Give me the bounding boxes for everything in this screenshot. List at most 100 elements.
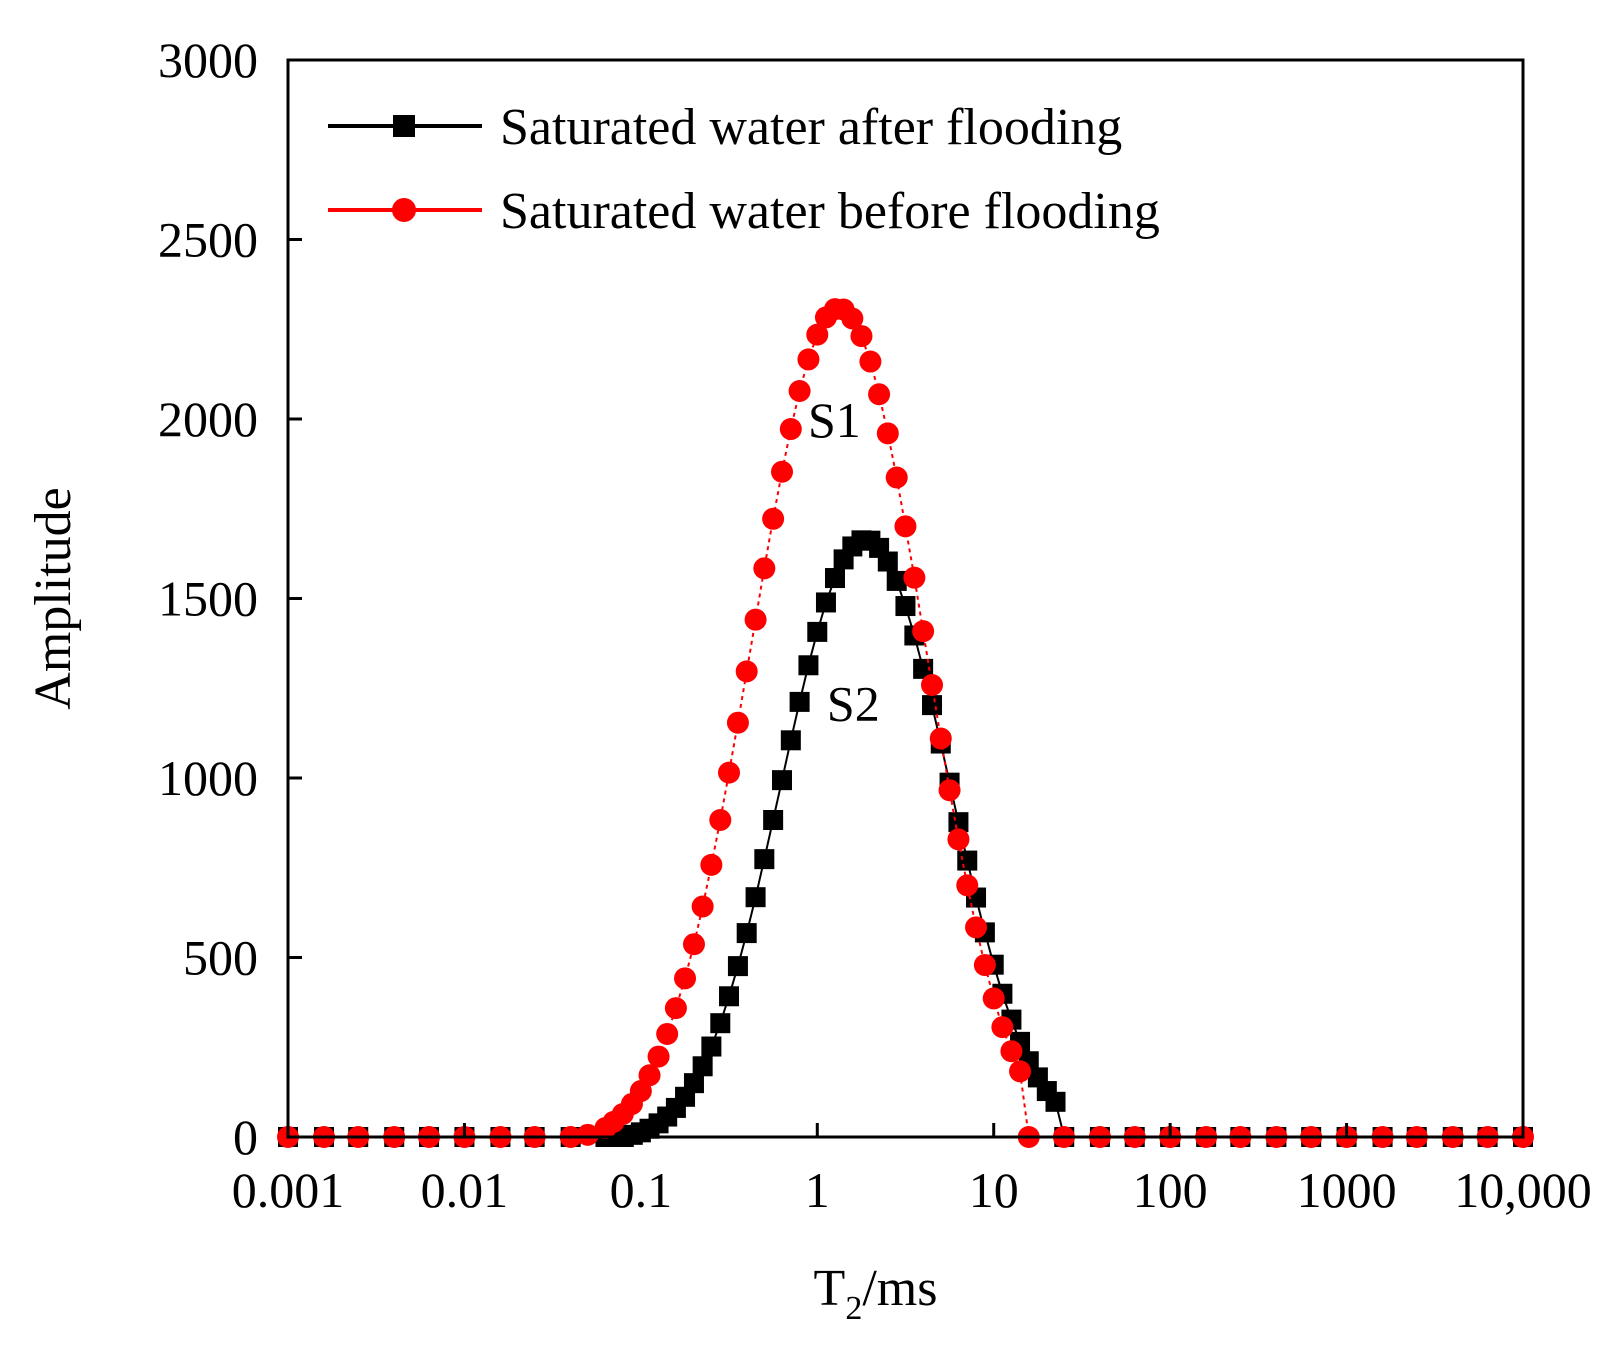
data-point [736,923,757,944]
data-point [868,383,891,406]
data-point [886,570,907,591]
peak-label: S1 [808,392,861,448]
data-point [718,761,741,784]
data-point [824,568,845,589]
y-axis-label: Amplitude [25,487,82,709]
series-1 [278,530,1533,1147]
data-point [683,1073,704,1094]
data-point [965,916,988,939]
data-point [991,1016,1014,1039]
data-point [841,307,864,330]
data-point [798,655,819,676]
x-tick-label: 1 [805,1162,830,1218]
data-point [700,853,723,876]
data-point [780,730,801,751]
data-point [789,691,810,712]
series-2 [277,298,1534,1148]
data-point [913,658,934,679]
data-point [771,460,794,483]
x-tick-label: 0.01 [421,1162,509,1218]
y-tick-label: 1500 [158,571,258,627]
data-point [763,810,784,831]
legend-label: Saturated water before flooding [500,183,1160,240]
data-point [894,515,917,538]
data-point [947,828,970,851]
y-tick-label: 3000 [158,32,258,88]
x-tick-label: 0.1 [610,1162,673,1218]
data-point [956,874,979,897]
data-point [938,779,961,802]
data-point [727,956,748,977]
y-tick-label: 2500 [158,212,258,268]
y-tick-label: 2000 [158,391,258,447]
data-point [726,711,749,734]
data-point [692,1056,713,1077]
data-point [754,849,775,870]
data-point [921,674,944,697]
data-point [772,770,793,791]
x-axis-label-subscript: 2 [845,1290,862,1327]
series-layer [277,298,1534,1148]
x-axis-label: T2/ms [814,1260,938,1327]
data-point [895,596,916,617]
data-point [876,422,899,445]
x-tick-label: 100 [1133,1162,1208,1218]
data-point [973,954,996,977]
ticks-layer: 0.001 0.01 0.1 1 10 100 1000 10,000 0 500 1000 1500… [158,32,1592,1218]
data-point [745,887,766,908]
data-point [788,379,811,402]
data-point [807,621,828,642]
data-point [710,1013,731,1034]
legend-item: Saturated water before flooding [328,183,1160,240]
x-tick-label: 1000 [1297,1162,1397,1218]
data-point [664,997,687,1020]
x-axis-label-unit: /ms [862,1260,937,1317]
data-point [719,986,740,1007]
data-point [957,850,978,871]
legend: Saturated water after flooding Saturated … [328,99,1160,240]
data-point [1000,1040,1023,1063]
data-point [735,660,758,683]
data-point [709,809,732,832]
y-tick-label: 500 [183,930,258,986]
x-tick-label: 10,000 [1454,1162,1592,1218]
data-point [912,620,935,643]
data-point [922,695,943,716]
x-tick-label: 0.001 [232,1162,345,1218]
peak-label: S2 [827,676,880,732]
data-point [1009,1060,1032,1083]
data-point [638,1064,661,1087]
data-point [682,933,705,956]
y-tick-label: 0 [233,1109,258,1165]
series-line [288,308,1523,1138]
data-point [647,1045,670,1068]
legend-item: Saturated water after flooding [328,99,1122,156]
x-tick-label: 10 [969,1162,1019,1218]
data-point [762,507,785,530]
data-point [859,350,882,373]
data-point [701,1036,722,1057]
data-point [815,592,836,613]
data-point [903,566,926,589]
data-point [1045,1091,1066,1112]
y-tick-label: 1000 [158,750,258,806]
annotations: S2 S1 [808,392,880,732]
data-point [806,323,829,346]
data-point [691,895,714,918]
data-point [576,1123,599,1146]
legend-marker [392,198,416,222]
data-point [797,348,820,371]
data-point [779,418,802,441]
data-point [744,608,767,631]
data-point [982,987,1005,1010]
data-point [656,1022,679,1045]
data-point [929,727,952,750]
legend-marker [393,115,415,137]
legend-label: Saturated water after flooding [500,99,1122,156]
data-point [674,967,697,990]
x-axis-label-main: T [814,1260,846,1317]
data-point [877,551,898,572]
data-point [753,557,776,580]
data-point [885,466,908,489]
